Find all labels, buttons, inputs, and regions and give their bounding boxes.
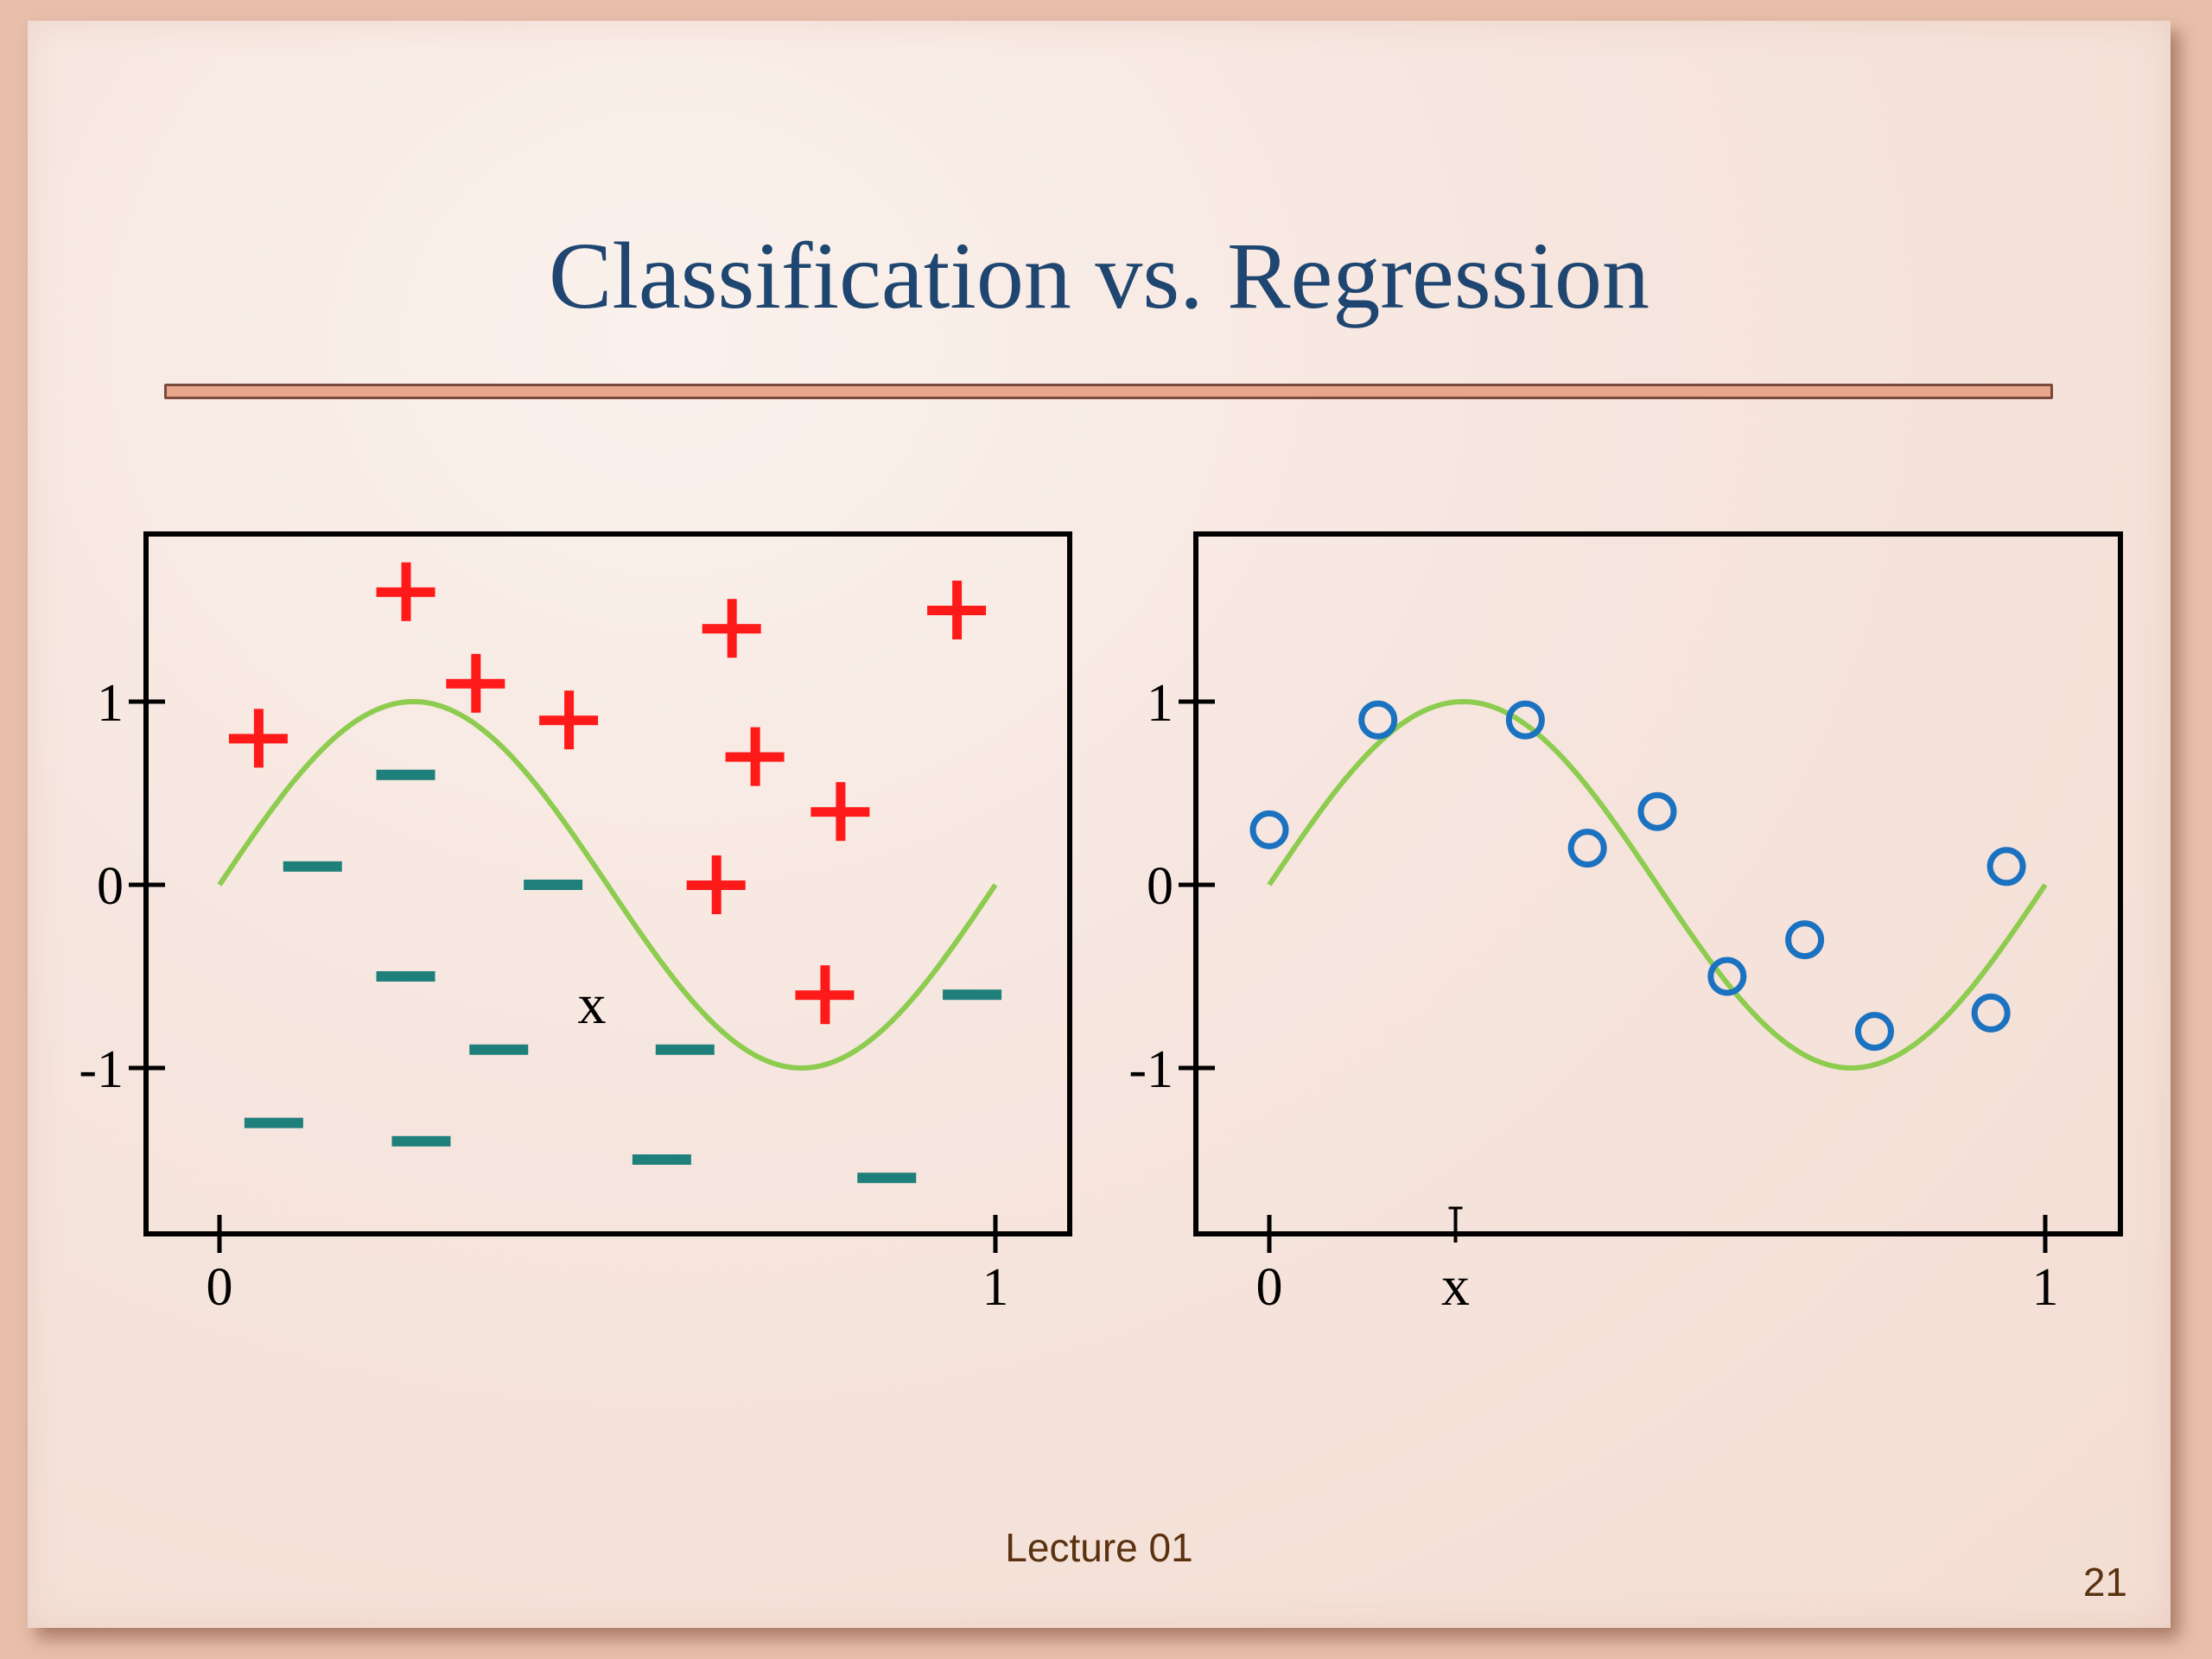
minus-marker <box>376 769 435 780</box>
x-annotation: x <box>1441 1255 1470 1318</box>
x-tick-label: 0 <box>207 1258 233 1317</box>
minus-marker <box>632 1154 691 1165</box>
minus-marker <box>376 971 435 982</box>
minus-marker <box>469 1044 529 1055</box>
minus-marker <box>244 1117 303 1128</box>
plus-marker <box>686 855 746 914</box>
plus-marker-v <box>727 599 737 658</box>
y-tick-label: 0 <box>97 857 124 916</box>
slide-title: Classification vs. Regression <box>548 223 1650 328</box>
plus-marker <box>446 653 505 713</box>
x-annotation: x <box>578 973 607 1036</box>
sine-curve <box>217 698 998 1071</box>
x-tick-label: 0 <box>1256 1258 1283 1317</box>
circle-marker <box>1971 993 2011 1033</box>
y-tick-label: -1 <box>1128 1040 1173 1099</box>
plus-marker-v <box>711 855 721 914</box>
y-tick-label: -1 <box>79 1040 124 1099</box>
regression-chart: 1 0 -1 0 1 x <box>1128 531 2123 1318</box>
slide: Classification vs. Regression 1 0 -1 0 1 x 1 0… <box>28 21 2171 1628</box>
circle-marker <box>1505 700 1545 740</box>
minus-marker <box>283 861 342 872</box>
plus-marker <box>702 599 761 658</box>
plus-marker-v <box>820 965 830 1025</box>
circle-marker <box>1854 1012 1894 1052</box>
plus-marker <box>927 581 987 639</box>
circle-marker <box>1249 810 1289 849</box>
plus-marker-v <box>750 727 760 786</box>
plus-marker-v <box>836 782 846 842</box>
charts-canvas: 1 0 -1 0 1 x 1 0 -1 0 1 x <box>79 531 2123 1318</box>
y-tick-label: 0 <box>1147 857 1173 916</box>
classification-chart: 1 0 -1 0 1 x <box>79 531 1072 1317</box>
circle-marker <box>1986 847 2026 887</box>
plus-marker <box>810 782 870 842</box>
plus-marker <box>725 727 785 786</box>
footer-label: Lecture 01 <box>1005 1525 1193 1570</box>
circle-marker <box>1707 957 1747 996</box>
plus-marker-v <box>564 690 575 750</box>
circle-marker <box>1358 700 1398 740</box>
plus-marker <box>228 709 288 768</box>
slide-number: 21 <box>2082 1560 2127 1605</box>
minus-marker <box>524 880 583 890</box>
circle-marker <box>1637 791 1677 831</box>
plus-marker-v <box>952 581 963 639</box>
minus-marker <box>655 1044 715 1055</box>
circle-marker <box>1785 920 1825 960</box>
y-tick-label: 1 <box>97 674 124 733</box>
plus-marker <box>376 562 435 621</box>
circle-marker <box>1567 829 1607 868</box>
plus-marker-v <box>471 653 481 713</box>
plus-marker-v <box>253 709 264 768</box>
plus-marker <box>795 965 855 1025</box>
x-tick-label: 1 <box>2032 1258 2059 1317</box>
sine-curve <box>1267 698 2048 1071</box>
y-tick-label: 1 <box>1147 674 1173 733</box>
minus-marker <box>943 989 1002 1001</box>
plus-marker <box>539 690 599 750</box>
minus-marker <box>391 1135 451 1147</box>
plus-marker-v <box>401 562 411 621</box>
minus-marker <box>857 1173 917 1184</box>
title-divider <box>164 384 2053 399</box>
x-tick-label: 1 <box>982 1258 1009 1317</box>
